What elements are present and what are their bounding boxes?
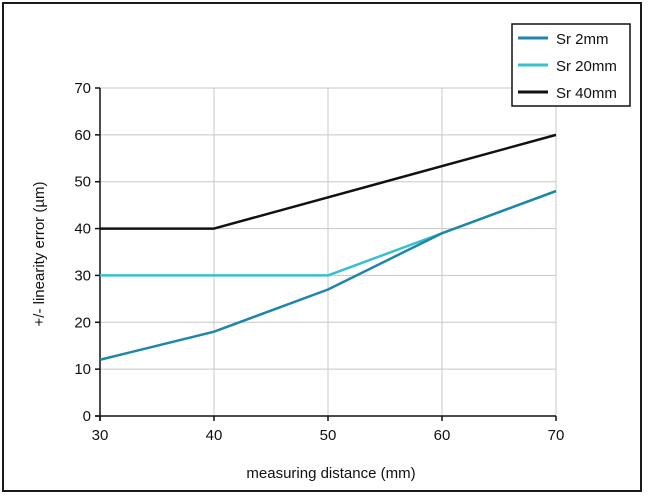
y-tick-label: 70 xyxy=(74,80,91,97)
legend-label-sr-20mm: Sr 20mm xyxy=(556,58,617,75)
y-tick-label: 60 xyxy=(74,127,91,144)
x-tick-label: 40 xyxy=(206,427,223,444)
series-line-sr-2mm xyxy=(99,189,557,361)
x-tick-label: 70 xyxy=(548,427,565,444)
y-tick-label: 30 xyxy=(74,267,91,284)
x-tick-label: 50 xyxy=(320,427,337,444)
tick-labels: 0 10 20 30 40 50 60 70 30 40 50 60 70 xyxy=(74,80,564,444)
series-lines xyxy=(99,133,557,361)
y-axis-label: +/- linearity error (µm) xyxy=(31,182,48,327)
y-tick-label: 10 xyxy=(74,361,91,378)
x-tick-label: 60 xyxy=(434,427,451,444)
y-tick-label: 40 xyxy=(74,221,91,238)
line-chart: 0 10 20 30 40 50 60 70 30 40 50 60 70 measuring dist… xyxy=(31,23,631,482)
legend-label-sr-40mm: Sr 40mm xyxy=(556,85,617,102)
chart-frame: 0 10 20 30 40 50 60 70 30 40 50 60 70 measuring dist… xyxy=(2,2,642,492)
y-tick-label: 20 xyxy=(74,314,91,331)
grid xyxy=(100,87,557,416)
y-tick-label: 0 xyxy=(83,408,91,425)
legend-label-sr-2mm: Sr 2mm xyxy=(556,31,609,48)
legend: Sr 2mm Sr 20mm Sr 40mm xyxy=(511,23,631,107)
x-axis-label: measuring distance (mm) xyxy=(246,465,415,482)
x-tick-label: 30 xyxy=(92,427,109,444)
axes xyxy=(95,87,557,421)
series-line-sr-40mm xyxy=(100,133,557,230)
y-tick-label: 50 xyxy=(74,174,91,191)
